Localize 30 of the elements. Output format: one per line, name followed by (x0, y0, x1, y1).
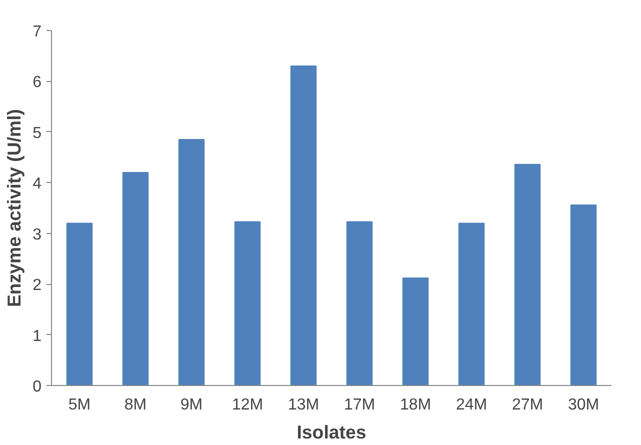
y-tick-label: 5 (32, 124, 42, 142)
x-axis-title: Isolates (296, 422, 366, 442)
x-tick-label: 12M (232, 396, 264, 414)
x-tick-label: 8M (124, 396, 147, 414)
x-tick-label: 17M (344, 396, 376, 414)
y-tick-label: 3 (32, 226, 42, 244)
y-tick-label: 4 (32, 176, 42, 193)
x-tick-label: 9M (180, 396, 203, 414)
y-tick-label: 0 (32, 378, 42, 396)
y-axis-title: Enzyme activity (U/ml) (4, 108, 25, 308)
bar (570, 204, 597, 386)
x-tick-label: 27M (512, 396, 544, 414)
bar (234, 221, 261, 386)
x-tick-label: 24M (456, 396, 488, 414)
bar (178, 139, 205, 386)
y-tick-label: 1 (32, 328, 42, 345)
y-tick-label: 6 (32, 74, 42, 92)
bar (402, 277, 429, 386)
bar (346, 221, 373, 386)
x-tick-label: 5M (68, 396, 91, 414)
y-tick-label: 2 (32, 277, 42, 294)
x-tick-label: 13M (288, 396, 320, 414)
y-tick-label: 7 (32, 24, 42, 40)
bar (290, 66, 317, 386)
bar (122, 172, 149, 386)
x-tick-label: 30M (568, 396, 600, 414)
bar (514, 164, 541, 386)
bar (458, 222, 485, 386)
x-tick-label: 18M (400, 396, 432, 414)
bar (66, 222, 93, 386)
